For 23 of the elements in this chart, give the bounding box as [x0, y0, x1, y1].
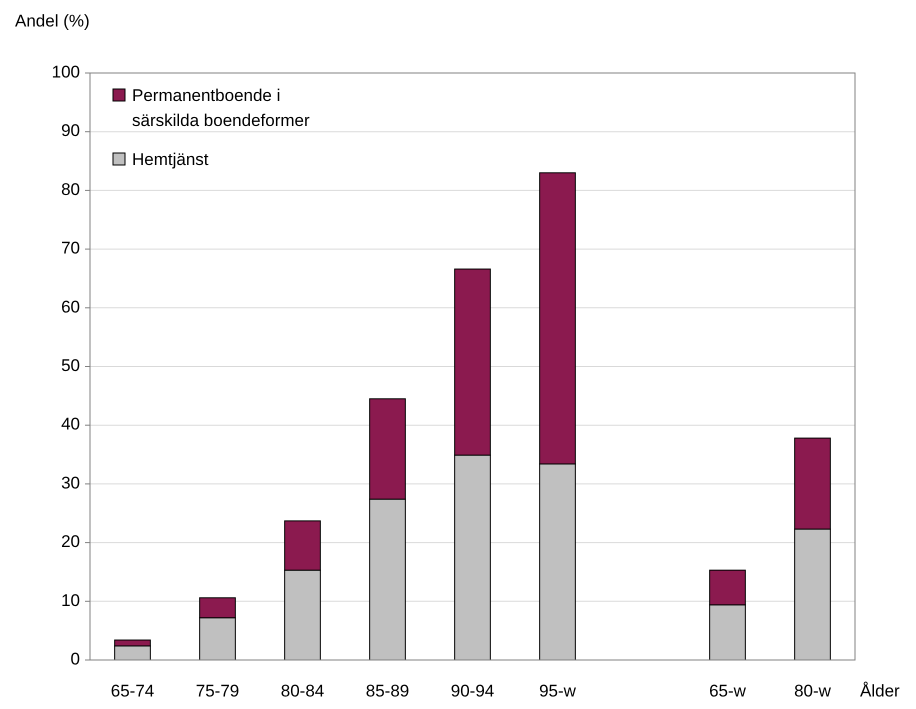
y-tick-label: 60 — [61, 297, 80, 316]
legend-label: Permanentboende i särskilda boendeformer — [132, 86, 310, 130]
y-tick-label: 100 — [52, 62, 80, 82]
y-tick-label: 90 — [61, 121, 80, 140]
legend-label: Hemtjänst — [132, 150, 209, 170]
y-axis-title: Andel (%) — [15, 11, 90, 30]
y-tick-label: 0 — [70, 649, 80, 668]
x-tick-label: 80-84 — [280, 681, 324, 700]
x-tick-label: 90-94 — [450, 681, 494, 700]
y-tick-label: 70 — [61, 238, 80, 258]
y-tick-label: 10 — [61, 590, 80, 610]
x-axis-title: Ålder — [860, 681, 900, 700]
x-tick-label: 85-89 — [366, 681, 410, 700]
x-tick-label: 80-w — [794, 681, 832, 700]
x-tick-label: 65-74 — [110, 681, 154, 700]
y-tick-label: 30 — [61, 473, 80, 492]
x-tick-label: 95-w — [539, 681, 577, 700]
y-tick-label: 50 — [61, 356, 80, 375]
x-tick-label: 65-w — [709, 681, 747, 700]
y-tick-label: 40 — [61, 414, 80, 434]
x-tick-label: 75-79 — [196, 681, 240, 700]
y-tick-label: 20 — [61, 532, 80, 552]
y-tick-label: 80 — [61, 180, 80, 199]
